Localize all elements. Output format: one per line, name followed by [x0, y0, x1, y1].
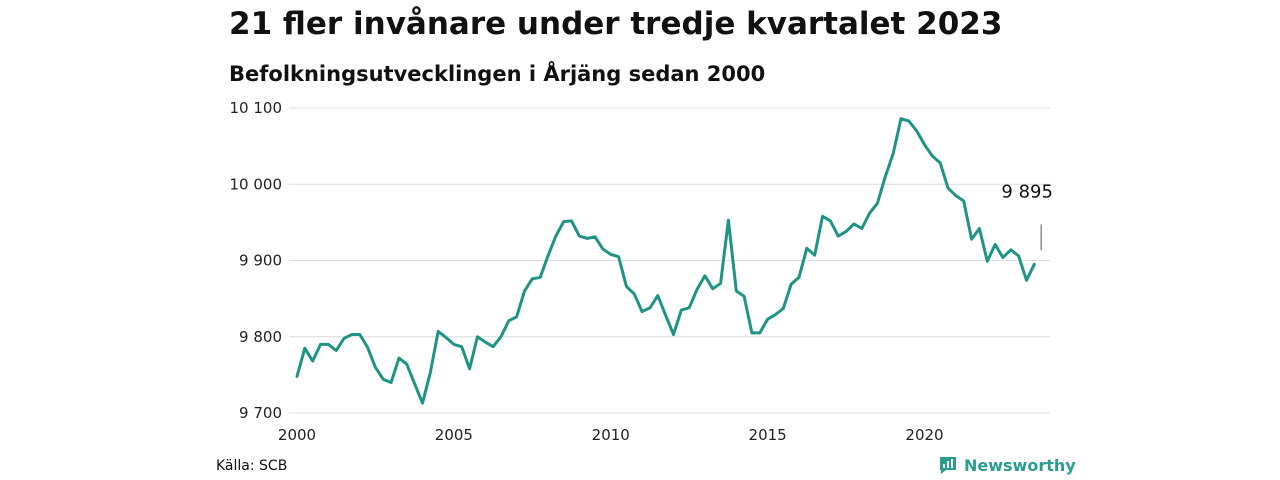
- x-axis: 2000 2005 2010 2015 2020: [278, 426, 944, 444]
- x-tick-label: 2020: [905, 426, 943, 444]
- y-tick-label: 10 000: [230, 175, 283, 193]
- y-axis: 9 700 9 800 9 900 10 000 10 100: [230, 99, 283, 422]
- newsworthy-logo-icon: [940, 457, 956, 474]
- annotation-label: 9 895: [1001, 181, 1053, 202]
- grid-lines: [289, 107, 1050, 414]
- y-tick-label: 9 800: [239, 328, 282, 346]
- y-tick-label: 9 700: [239, 404, 282, 422]
- y-tick-label: 9 900: [239, 252, 282, 270]
- brand-name: Newsworthy: [964, 455, 1076, 475]
- population-line: [295, 117, 1036, 405]
- brand[interactable]: Newsworthy: [938, 455, 1076, 475]
- x-tick-label: 2005: [435, 426, 473, 444]
- chart-title: 21 fler invånare under tredje kvartalet …: [229, 6, 1003, 42]
- x-tick-label: 2000: [278, 426, 316, 444]
- chart-subtitle: Befolkningsutvecklingen i Årjäng sedan 2…: [229, 62, 766, 86]
- y-tick-label: 10 100: [230, 99, 283, 117]
- source-note: Källa: SCB: [216, 458, 288, 474]
- x-tick-label: 2015: [749, 426, 787, 444]
- x-tick-label: 2010: [592, 426, 630, 444]
